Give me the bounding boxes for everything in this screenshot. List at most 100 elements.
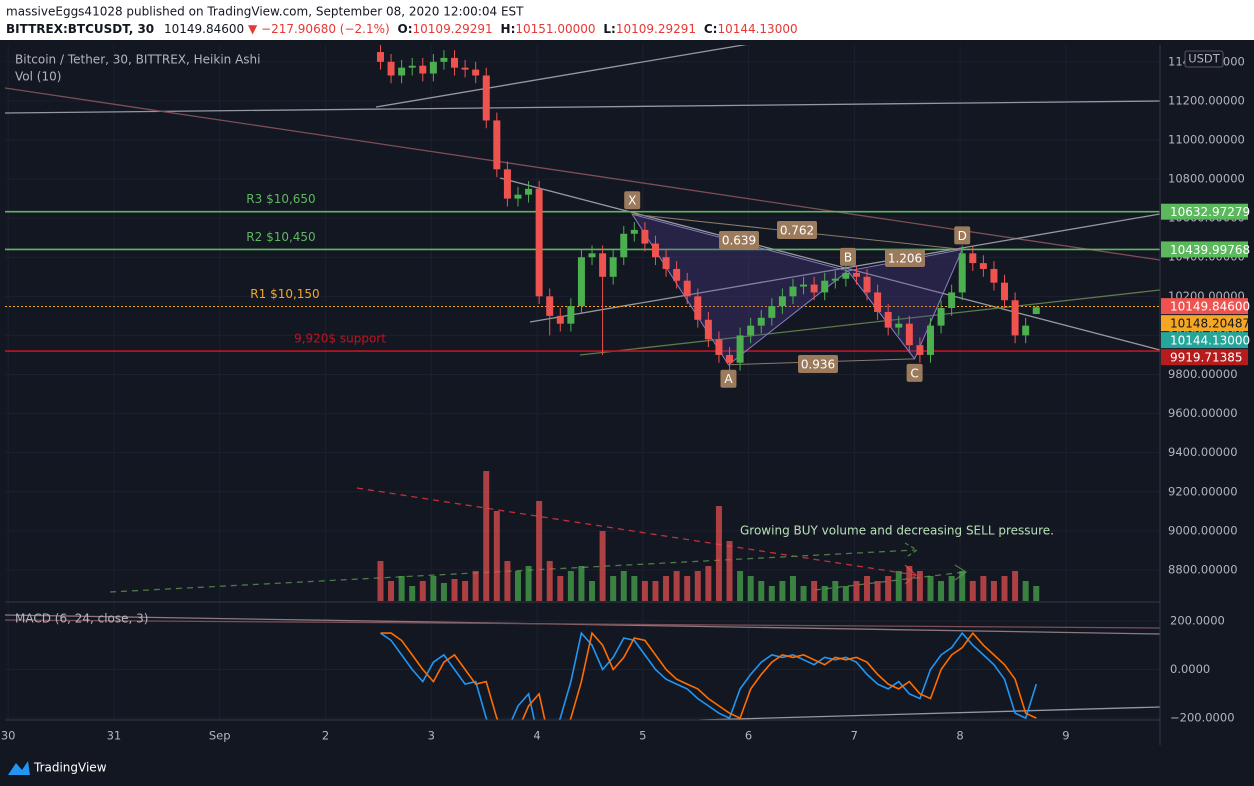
candle-body: [546, 296, 554, 316]
y-tick-label: 11200.00000: [1168, 93, 1245, 107]
price-tag: [1161, 349, 1248, 366]
candle-body: [800, 284, 808, 287]
trend-line: [699, 706, 1160, 720]
candle-body: [747, 325, 755, 336]
volume-bar: [779, 581, 786, 601]
x-tick-label: 7: [851, 729, 858, 743]
candle-body: [683, 280, 691, 297]
candle-body: [810, 284, 818, 293]
trend-line: [499, 177, 1160, 351]
volume-bar: [789, 576, 796, 601]
currency-badge: [1184, 50, 1224, 68]
candle-body: [376, 52, 384, 62]
ratio-label: 0.639: [722, 234, 756, 248]
y-tick-label: 11000.00000: [1168, 132, 1245, 146]
trend-line: [375, 45, 748, 108]
ratio-badge: [777, 221, 817, 239]
axes: 30 31 Sep 2 3 4 5 6 7 8 9 8800.00000 9000.00000 9200.…: [1, 50, 1250, 743]
candle-body: [905, 323, 913, 346]
volume-bar: [409, 586, 416, 601]
price-tag: [1161, 315, 1248, 332]
y-tick-label: 9400.00000: [1168, 445, 1238, 459]
candle-body: [990, 268, 998, 283]
y-tick-label: 8800.00000: [1168, 562, 1238, 576]
volume-bar: [980, 576, 987, 601]
publisher: massiveEggs41028 published on TradingVie…: [6, 5, 524, 19]
candle-body: [440, 57, 448, 62]
volume-bar: [1022, 581, 1029, 601]
volume-bar: [811, 581, 818, 601]
candle-body: [969, 253, 977, 264]
y-tick-label: −200.0000: [1170, 711, 1235, 725]
volume-bar: [620, 571, 627, 601]
price-tag: [1161, 332, 1248, 349]
header-band: [0, 0, 1254, 40]
candle-body: [895, 323, 903, 328]
x-tick-label: 31: [107, 729, 122, 743]
logo: [8, 761, 30, 775]
candle-body: [715, 339, 723, 355]
last-price: 10149.84600: [164, 22, 244, 36]
pattern-point-badge: [906, 363, 923, 382]
ohlc-value: 10109.29291: [616, 22, 696, 36]
pattern-point-label: A: [724, 372, 733, 386]
price-tag-label: 10149.84600: [1170, 300, 1250, 314]
volume-bar: [398, 576, 405, 601]
price-pane: R3 $10,650 R2 $10,450 R1 $10,150 9,920$ sup…: [5, 45, 1160, 601]
macd-pane: [380, 631, 1038, 720]
price-tag-label: 10148.20487: [1170, 317, 1250, 331]
volume-bar: [641, 581, 648, 601]
volume-bar: [800, 586, 807, 601]
footer: [0, 745, 1254, 786]
candle-body: [651, 243, 659, 258]
volume-bar: [578, 566, 585, 601]
x-tick-label: 4: [533, 729, 540, 743]
candle-body: [958, 253, 966, 293]
candle-body: [641, 229, 649, 244]
price-tag-label: 10144.13000: [1170, 334, 1250, 348]
volume-bar: [916, 571, 923, 601]
x-tick-label: 8: [956, 729, 963, 743]
candle-body: [535, 188, 543, 297]
volume-bar: [747, 576, 754, 601]
candle-body: [768, 306, 776, 318]
y-tick-label: 0.0000: [1170, 662, 1210, 676]
volume-bar: [874, 581, 881, 601]
candle-body: [472, 69, 480, 76]
x-tick-label: Sep: [209, 729, 231, 743]
macd-line: [380, 631, 1038, 720]
volume-bar: [546, 561, 553, 601]
candle-body: [461, 67, 469, 70]
y-tick-label: 10800.00000: [1168, 172, 1245, 186]
candle-body: [821, 280, 829, 293]
candle-body: [1011, 300, 1019, 336]
candle-body: [525, 188, 533, 195]
volume-bar: [715, 506, 722, 601]
candle-body: [694, 296, 702, 320]
volume-bar: [705, 566, 712, 601]
ohlc-value: 10109.29291: [413, 22, 493, 36]
candle-body: [493, 120, 501, 170]
volume-bar: [684, 576, 691, 601]
candle-body: [620, 233, 628, 258]
volume-bar: [842, 586, 849, 601]
volume-bar: [483, 471, 490, 601]
candle-body: [556, 315, 564, 324]
volume-bar: [536, 501, 543, 601]
volume-trend: [109, 549, 916, 593]
candle-body: [514, 194, 522, 199]
macd-line: [380, 631, 1037, 720]
y-tick-label: 9200.00000: [1168, 484, 1238, 498]
candle-body: [482, 75, 490, 121]
volume-bar: [388, 581, 395, 601]
candle-body: [789, 286, 797, 297]
x-tick-label: 6: [745, 729, 752, 743]
volume-bar: [885, 576, 892, 601]
volume-bar: [821, 586, 828, 601]
currency: USDT: [1188, 52, 1221, 66]
level-label: R1 $10,150: [250, 287, 319, 301]
volume-bar: [959, 571, 966, 601]
volume-bar: [938, 581, 945, 601]
